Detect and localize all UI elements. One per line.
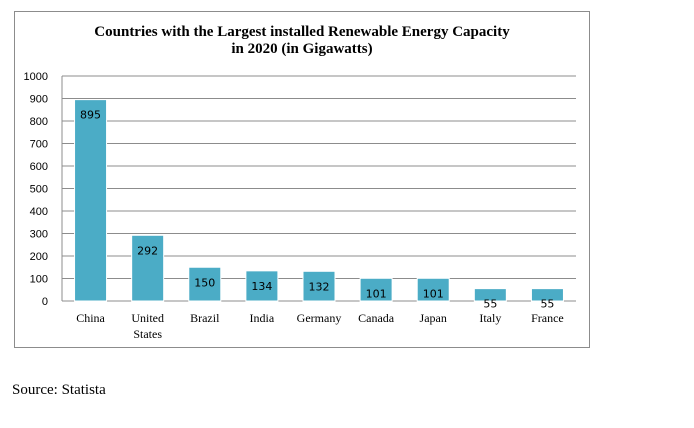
y-tick-label: 200 [30, 251, 48, 263]
bar [530, 288, 564, 302]
data-label: 134 [251, 280, 272, 293]
y-tick-label: 600 [30, 161, 48, 173]
x-tick-label: Brazil [190, 311, 220, 325]
data-label: 292 [137, 244, 158, 257]
y-tick-label: 900 [30, 94, 48, 106]
y-tick-label: 800 [30, 116, 48, 128]
x-tick-label: China [76, 311, 105, 325]
y-tick-label: 300 [30, 229, 48, 241]
source-note: Source: Statista [12, 382, 106, 398]
data-label: 895 [80, 109, 101, 122]
x-tick-label: States [133, 327, 162, 341]
data-label: 101 [366, 287, 387, 300]
y-tick-label: 0 [42, 296, 48, 308]
y-tick-label: 1000 [24, 71, 48, 83]
y-tick-label: 400 [30, 206, 48, 218]
y-tick-label: 700 [30, 139, 48, 151]
bar [131, 234, 165, 302]
data-label: 132 [309, 280, 330, 293]
data-label: 55 [540, 298, 554, 311]
data-label: 150 [194, 276, 215, 289]
x-tick-label: United [131, 311, 164, 325]
x-tick-label: Japan [420, 311, 447, 325]
chart-title: Countries with the Largest installed Ren… [94, 24, 510, 57]
x-tick-label: Germany [297, 311, 342, 325]
data-label: 55 [483, 298, 497, 311]
y-tick-label: 100 [30, 274, 48, 286]
y-tick-label: 500 [30, 184, 48, 196]
bar [302, 270, 336, 302]
bar [473, 288, 507, 302]
bar [245, 270, 279, 302]
bar [416, 277, 450, 302]
bar [188, 266, 222, 302]
bar [359, 277, 393, 302]
x-tick-label: Italy [479, 311, 501, 325]
x-tick-label: Canada [358, 311, 395, 325]
x-tick-label: France [531, 311, 564, 325]
x-tick-label: India [250, 311, 275, 325]
data-label: 101 [423, 287, 444, 300]
bar [74, 99, 108, 302]
